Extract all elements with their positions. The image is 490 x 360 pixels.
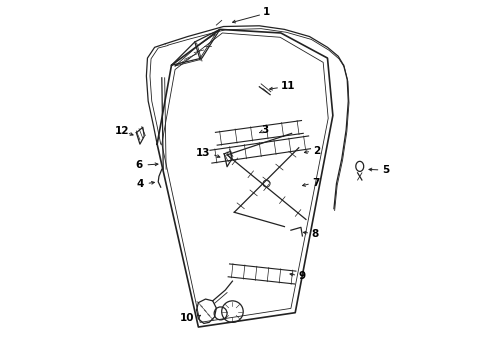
Text: 12: 12 xyxy=(115,126,130,135)
Text: 11: 11 xyxy=(281,81,295,91)
Text: 7: 7 xyxy=(313,178,320,188)
Text: 5: 5 xyxy=(382,165,389,175)
Text: 9: 9 xyxy=(299,271,306,281)
Text: 13: 13 xyxy=(196,148,210,158)
Text: 2: 2 xyxy=(313,145,320,156)
Text: 4: 4 xyxy=(137,179,144,189)
Text: 1: 1 xyxy=(263,7,270,17)
Text: 3: 3 xyxy=(261,125,269,135)
Text: 8: 8 xyxy=(311,229,318,239)
Text: 6: 6 xyxy=(136,160,143,170)
Text: 10: 10 xyxy=(179,313,194,323)
